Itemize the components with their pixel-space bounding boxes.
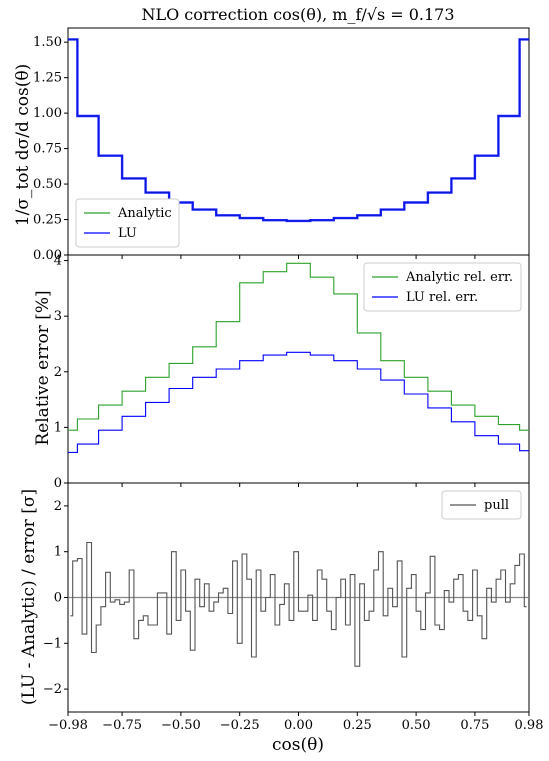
x-tick-label: −0.25 — [220, 718, 260, 733]
distribution-panel: 0.00 0.25 0.50 0.75 1.00 1.25 1.50 Analytic LU — [33, 27, 530, 263]
y-axis-label-pull: (LU - Analytic) / error [σ] — [19, 489, 39, 705]
x-tick-label: −0.75 — [102, 718, 142, 733]
legend-box — [441, 490, 522, 520]
y-axis-label-relative-error: Relative error [%] — [33, 290, 53, 445]
legend-box — [363, 262, 522, 312]
x-tick-label: 0.00 — [284, 718, 313, 733]
pull-panel: −2 −1 0 1 2 −0.98 −0.75 −0.50 −0.25 0.00 0.25 0.50 0… — [43, 482, 544, 733]
x-axis-label: cos(θ) — [272, 735, 324, 755]
series-line-1 — [68, 351, 529, 453]
legend-label: pull — [484, 498, 509, 513]
y-axis-label-distribution: 1/σ_tot dσ/d cos(θ) — [13, 64, 33, 226]
series-line-0 — [68, 38, 529, 222]
series-line-0 — [68, 262, 529, 431]
x-tick-label: 0.25 — [343, 718, 372, 733]
series-line-0 — [70, 541, 527, 667]
y-tick-label: 1.50 — [33, 35, 62, 50]
relative-error-panel: 0 1 2 3 4 Analytic rel. err. LU rel. err. — [54, 254, 530, 491]
y-tick-label: 0.00 — [33, 248, 62, 263]
legend-label: LU — [118, 226, 137, 241]
y-tick-label: 1 — [54, 545, 62, 560]
y-tick-label: −2 — [43, 682, 62, 697]
y-tick-label: 1.00 — [33, 106, 62, 121]
legend-label: Analytic — [117, 206, 172, 221]
y-tick-label: 4 — [54, 254, 62, 269]
legend-label: LU rel. err. — [406, 290, 478, 305]
legend-box — [75, 198, 180, 248]
y-tick-label: 0.75 — [33, 142, 62, 157]
x-tick-label: −0.98 — [48, 718, 88, 733]
x-tick-label: 0.98 — [515, 718, 544, 733]
legend-label: Analytic rel. err. — [405, 270, 513, 285]
series-line-1 — [68, 38, 529, 223]
y-tick-label: 3 — [54, 309, 62, 324]
chart-title: NLO correction cos(θ), m_f/√s = 0.173 — [141, 5, 454, 24]
x-tick-label: 0.50 — [402, 718, 431, 733]
x-tick-label: 0.75 — [460, 718, 489, 733]
y-tick-label: 0 — [54, 591, 62, 606]
y-tick-label: 0.25 — [33, 213, 62, 228]
y-tick-label: 2 — [54, 365, 62, 380]
y-tick-label: −1 — [43, 636, 62, 651]
y-tick-label: 0 — [54, 476, 62, 491]
x-tick-label: −0.50 — [161, 718, 201, 733]
y-tick-label: 2 — [54, 499, 62, 514]
y-tick-label: 1.25 — [33, 71, 62, 86]
y-tick-label: 1 — [54, 420, 62, 435]
y-tick-label: 0.50 — [33, 177, 62, 192]
